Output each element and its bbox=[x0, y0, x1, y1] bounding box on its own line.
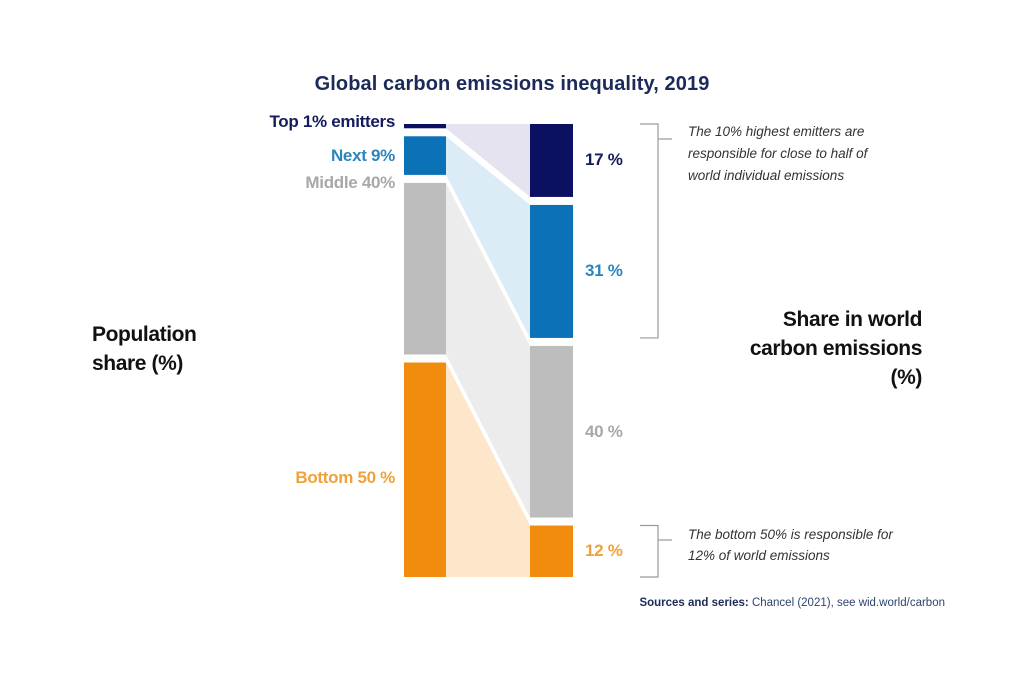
y-axis-label-line: carbon emissions bbox=[749, 337, 923, 360]
left-label-next9: Next 9% bbox=[330, 145, 395, 165]
source-text: Chancel (2021), see wid.world/carbon bbox=[748, 597, 945, 609]
chart-title: Global carbon emissions inequality, 2019 bbox=[314, 73, 710, 95]
band-middle40 bbox=[446, 182, 530, 518]
annotation-bottom50: The bottom 50% is responsible for 12% of… bbox=[688, 524, 893, 566]
right-label-top1: 17 % bbox=[585, 150, 623, 170]
x-axis-label: Population share (%) bbox=[92, 320, 197, 378]
right-label-middle40: 40 % bbox=[585, 421, 623, 441]
bar-population-next9 bbox=[404, 136, 446, 175]
annotation-line: 12% of world emissions bbox=[688, 548, 830, 563]
left-label-top1: Top 1% emitters bbox=[269, 112, 395, 131]
y-axis-label-line: Share in world bbox=[782, 308, 922, 331]
x-axis-label-line: share (%) bbox=[92, 352, 183, 375]
y-axis-label: Share in world carbon emissions (%) bbox=[749, 305, 923, 392]
left-label-middle40: Middle 40% bbox=[305, 172, 395, 192]
annotation-line: The bottom 50% is responsible for bbox=[688, 527, 893, 542]
bar-emissions-bottom50 bbox=[530, 525, 573, 577]
bracket-bottom50 bbox=[640, 524, 659, 578]
source-note: Sources and series: Chancel (2021), see … bbox=[639, 597, 945, 609]
bar-emissions-next9 bbox=[530, 204, 573, 338]
bar-emissions-top1 bbox=[530, 124, 573, 197]
x-axis-label-line: Population bbox=[92, 323, 197, 346]
right-label-next9: 31 % bbox=[585, 261, 623, 281]
bar-population-bottom50 bbox=[404, 362, 446, 577]
bar-emissions-middle40 bbox=[530, 345, 573, 518]
bracket-top10 bbox=[640, 123, 659, 339]
band-bottom50 bbox=[446, 362, 530, 577]
band-top1 bbox=[446, 124, 530, 197]
source-prefix: Sources and series: bbox=[639, 597, 749, 609]
band-next9 bbox=[446, 136, 530, 338]
y-axis-label-line: (%) bbox=[890, 366, 923, 389]
bar-population-middle40 bbox=[404, 182, 446, 355]
right-label-bottom50: 12 % bbox=[585, 541, 623, 561]
annotation-line: responsible for close to half of bbox=[688, 146, 868, 161]
bar-population-top1 bbox=[404, 124, 446, 129]
annotation-top10: The 10% highest emitters are responsible… bbox=[688, 121, 867, 187]
annotation-line: The 10% highest emitters are bbox=[688, 124, 865, 139]
left-label-bottom50: Bottom 50 % bbox=[295, 467, 395, 487]
annotation-line: world individual emissions bbox=[688, 168, 845, 183]
